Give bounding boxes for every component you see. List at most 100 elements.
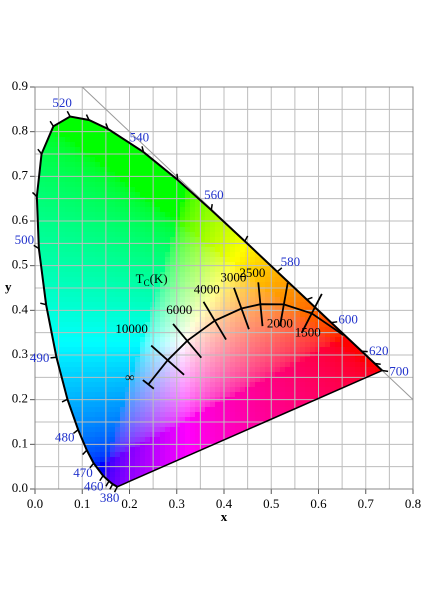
color-cell bbox=[265, 282, 271, 288]
color-cell bbox=[195, 297, 201, 303]
color-cell bbox=[155, 357, 161, 363]
color-cell bbox=[170, 387, 176, 393]
color-cell bbox=[85, 162, 91, 168]
color-cell bbox=[175, 357, 181, 363]
color-cell bbox=[90, 122, 96, 128]
color-cell bbox=[160, 447, 166, 453]
color-cell bbox=[55, 297, 61, 303]
color-cell bbox=[220, 247, 226, 253]
color-cell bbox=[90, 287, 96, 293]
color-cell bbox=[115, 427, 121, 433]
color-cell bbox=[135, 212, 141, 218]
color-cell bbox=[230, 337, 236, 343]
color-cell bbox=[105, 387, 111, 393]
color-cell bbox=[240, 427, 246, 433]
color-cell bbox=[125, 142, 131, 148]
color-cell bbox=[265, 407, 271, 413]
color-cell bbox=[210, 377, 216, 383]
color-cell bbox=[75, 422, 81, 428]
color-cell bbox=[115, 407, 121, 413]
color-cell bbox=[125, 177, 131, 183]
color-cell bbox=[125, 182, 131, 188]
color-cell bbox=[210, 367, 216, 373]
color-cell bbox=[120, 402, 126, 408]
color-cell bbox=[120, 327, 126, 333]
color-cell bbox=[165, 362, 171, 368]
color-cell bbox=[225, 317, 231, 323]
color-cell bbox=[280, 392, 286, 398]
color-cell bbox=[85, 292, 91, 298]
color-cell bbox=[95, 152, 101, 158]
color-cell bbox=[170, 367, 176, 373]
color-cell bbox=[75, 217, 81, 223]
color-cell bbox=[190, 412, 196, 418]
color-cell bbox=[220, 337, 226, 343]
color-cell bbox=[120, 222, 126, 228]
color-cell bbox=[135, 277, 141, 283]
color-cell bbox=[205, 347, 211, 353]
color-cell bbox=[310, 367, 316, 373]
color-cell bbox=[135, 417, 141, 423]
color-cell bbox=[215, 307, 221, 313]
color-cell bbox=[180, 242, 186, 248]
color-cell bbox=[165, 337, 171, 343]
color-cell bbox=[90, 187, 96, 193]
color-cell bbox=[60, 322, 66, 328]
color-cell bbox=[85, 447, 91, 453]
color-cell bbox=[340, 347, 346, 353]
color-cell bbox=[55, 192, 61, 198]
color-cell bbox=[215, 347, 221, 353]
color-cell bbox=[140, 392, 146, 398]
color-cell bbox=[155, 222, 161, 228]
color-cell bbox=[290, 382, 296, 388]
color-cell bbox=[95, 452, 101, 458]
color-cell bbox=[185, 392, 191, 398]
color-cell bbox=[225, 392, 231, 398]
color-cell bbox=[190, 202, 196, 208]
color-cell bbox=[85, 272, 91, 278]
color-cell bbox=[120, 377, 126, 383]
color-cell bbox=[240, 317, 246, 323]
color-cell bbox=[335, 372, 341, 378]
color-cell bbox=[80, 262, 86, 268]
color-cell bbox=[55, 287, 61, 293]
color-cell bbox=[235, 422, 241, 428]
color-cell bbox=[240, 417, 246, 423]
color-cell bbox=[305, 357, 311, 363]
color-cell bbox=[200, 287, 206, 293]
color-cell bbox=[65, 392, 71, 398]
color-cell bbox=[220, 267, 226, 273]
color-cell bbox=[225, 242, 231, 248]
color-cell bbox=[115, 302, 121, 308]
color-cell bbox=[120, 312, 126, 318]
color-cell bbox=[260, 287, 266, 293]
color-cell bbox=[70, 287, 76, 293]
color-cell bbox=[160, 387, 166, 393]
color-cell bbox=[155, 202, 161, 208]
color-cell bbox=[45, 257, 51, 263]
color-cell bbox=[85, 212, 91, 218]
color-cell bbox=[115, 362, 121, 368]
color-cell bbox=[45, 267, 51, 273]
color-cell bbox=[90, 297, 96, 303]
color-cell bbox=[85, 167, 91, 173]
color-cell bbox=[200, 307, 206, 313]
color-cell bbox=[170, 292, 176, 298]
color-cell bbox=[95, 327, 101, 333]
color-cell bbox=[235, 372, 241, 378]
color-cell bbox=[135, 427, 141, 433]
color-cell bbox=[210, 282, 216, 288]
color-cell bbox=[75, 242, 81, 248]
color-cell bbox=[235, 292, 241, 298]
color-cell bbox=[85, 437, 91, 443]
color-cell bbox=[125, 377, 131, 383]
color-cell bbox=[55, 282, 61, 288]
color-cell bbox=[90, 342, 96, 348]
color-cell bbox=[190, 377, 196, 383]
color-cell bbox=[250, 332, 256, 338]
color-cell bbox=[125, 417, 131, 423]
color-cell bbox=[195, 207, 201, 213]
color-cell bbox=[165, 292, 171, 298]
color-cell bbox=[210, 417, 216, 423]
color-cell bbox=[210, 252, 216, 258]
